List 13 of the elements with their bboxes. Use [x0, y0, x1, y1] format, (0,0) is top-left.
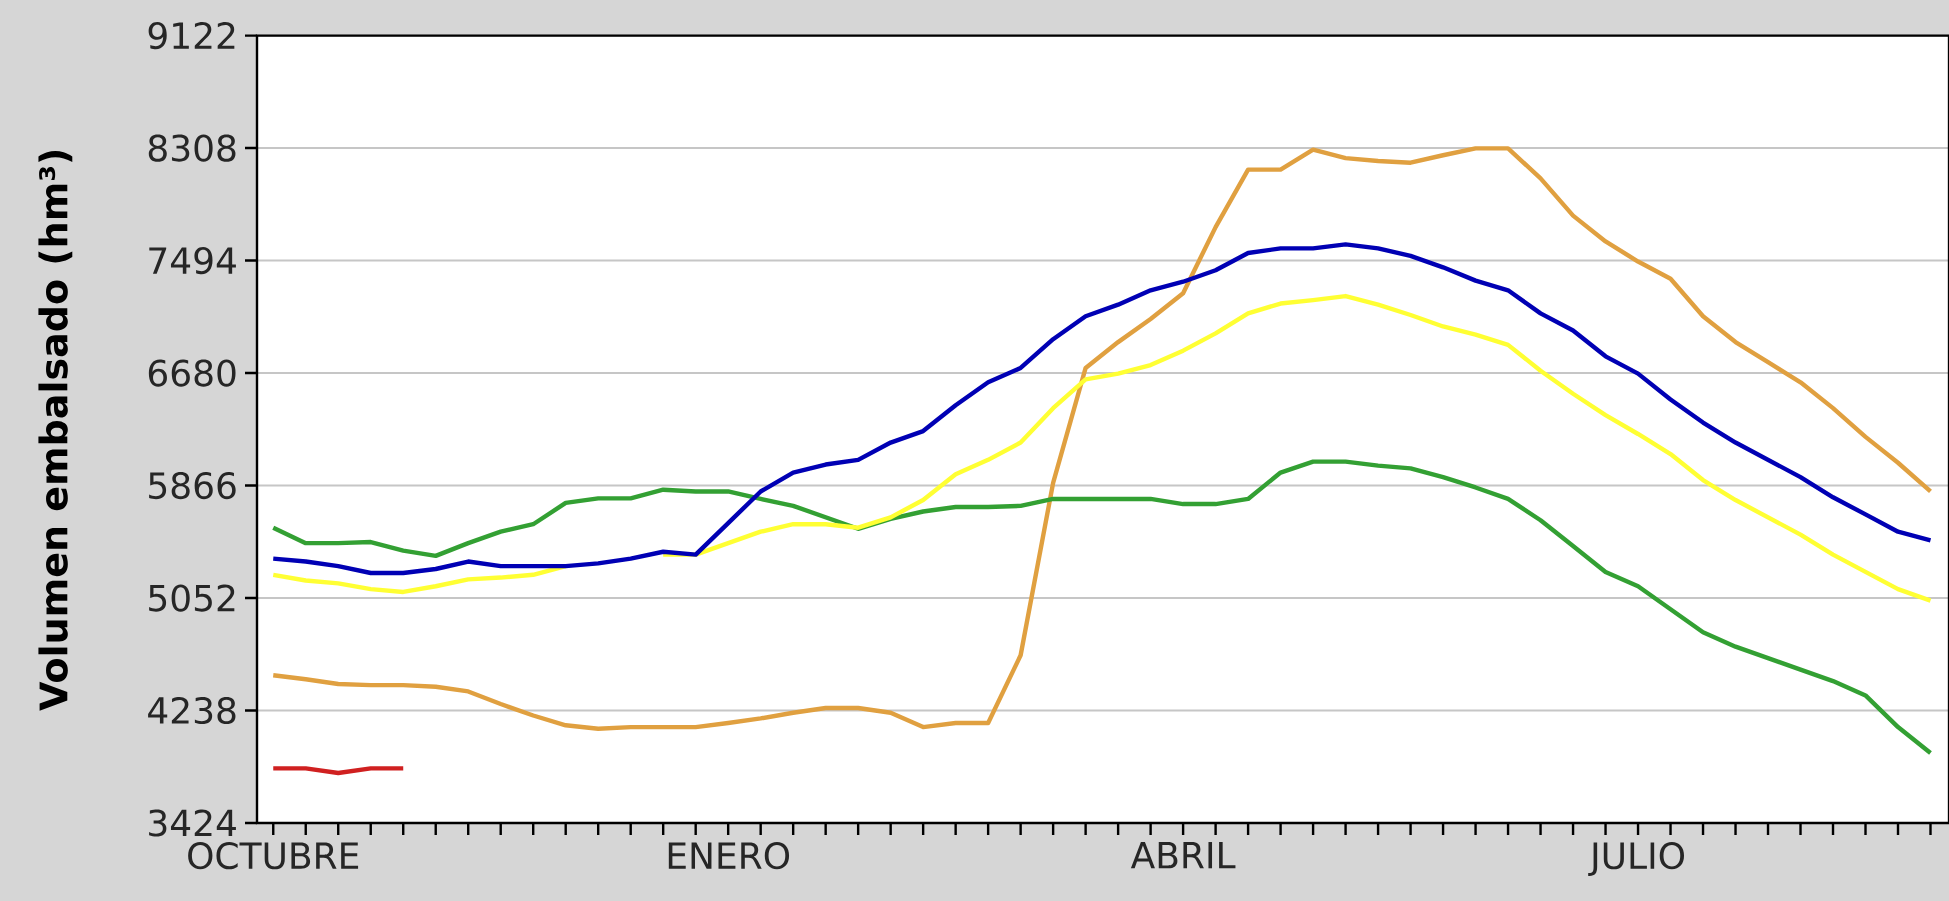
y-tick-label: 4238: [148, 696, 236, 725]
y-axis-title: Volumen embalsado (hm³): [38, 150, 73, 711]
x-tick-label: JULIO: [1588, 842, 1685, 876]
y-tick-label: 9122: [148, 21, 235, 50]
y-tick-label: 6680: [148, 359, 236, 387]
y-tick-label: 7494: [149, 246, 236, 275]
y-tick-label: 5052: [149, 584, 235, 612]
x-tick-label: ABRIL: [1130, 842, 1236, 869]
x-tick-label: ENERO: [668, 842, 790, 870]
y-tick-label: 8308: [148, 134, 236, 162]
x-tick-label: OCTUBRE: [188, 842, 359, 870]
y-tick-label: 5866: [149, 471, 236, 500]
y-tick-label: 3424: [149, 809, 236, 837]
